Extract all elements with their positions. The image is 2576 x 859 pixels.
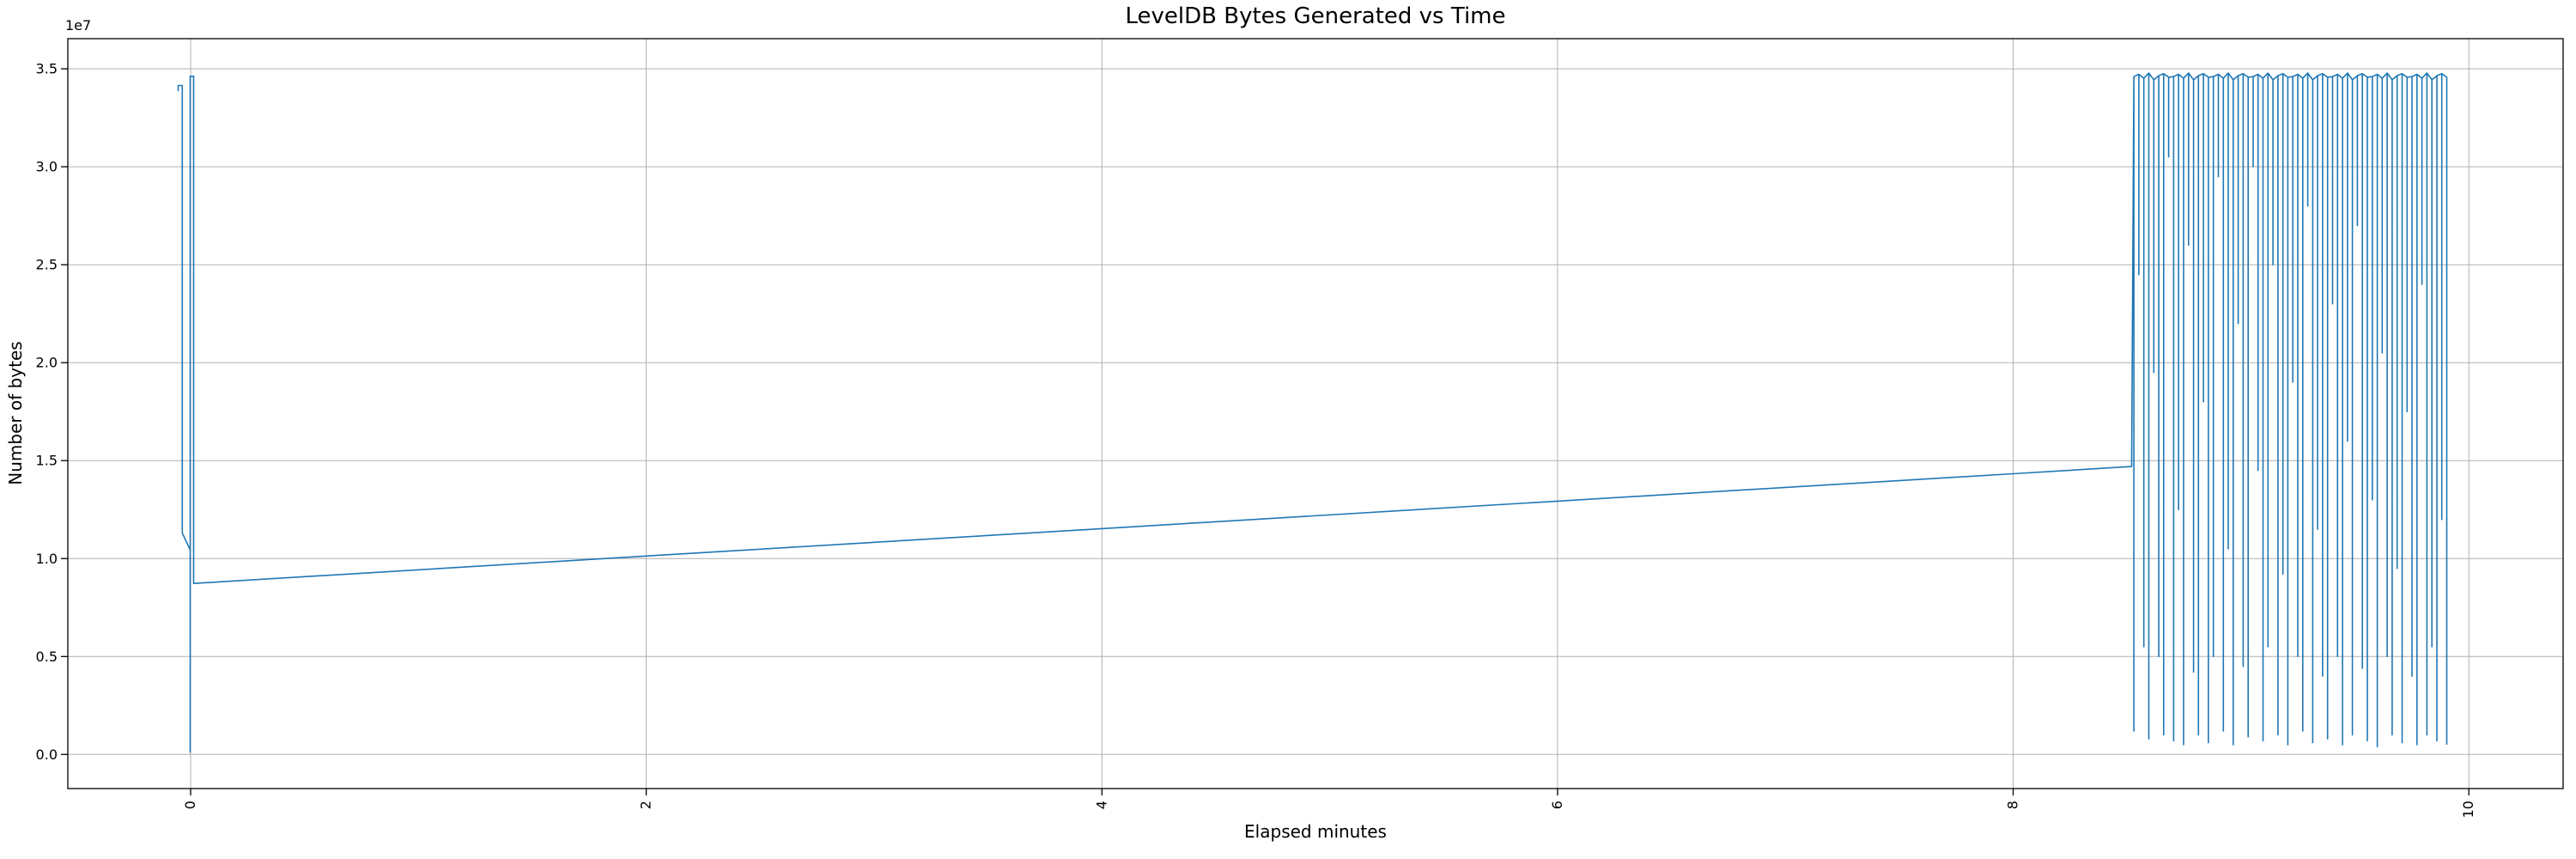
y-axis-offset-label: 1e7: [65, 17, 92, 34]
x-axis-label: Elapsed minutes: [1244, 821, 1387, 842]
y-tick-label: 0.0: [36, 746, 58, 763]
y-tick-label: 0.5: [36, 649, 58, 665]
y-tick-label: 3.0: [36, 159, 58, 175]
y-tick-label: 2.0: [36, 355, 58, 371]
x-tick-label: 2: [638, 801, 654, 809]
x-tick-label: 8: [2005, 801, 2021, 809]
y-tick-label: 3.5: [36, 61, 58, 77]
axes-spines: [67, 38, 2564, 789]
y-tick-label: 1.0: [36, 551, 58, 567]
x-tick-label: 0: [182, 801, 198, 809]
y-tick-label: 1.5: [36, 453, 58, 469]
chart-title: LevelDB Bytes Generated vs Time: [1125, 3, 1506, 29]
y-axis-label: Number of bytes: [5, 341, 26, 485]
x-tick-label: 4: [1093, 801, 1109, 809]
series-line: [177, 72, 2448, 753]
x-tick-label: 10: [2460, 801, 2476, 818]
y-tick-label: 2.5: [36, 257, 58, 273]
x-tick-label: 6: [1549, 801, 1565, 809]
